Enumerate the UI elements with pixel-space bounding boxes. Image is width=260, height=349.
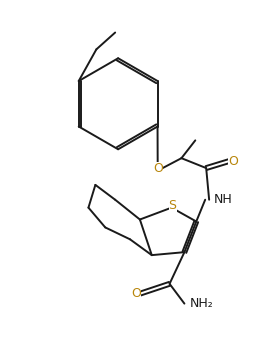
Text: O: O: [131, 287, 141, 300]
Text: NH: NH: [214, 193, 233, 206]
Text: NH₂: NH₂: [189, 297, 213, 310]
Text: O: O: [153, 162, 163, 174]
Text: S: S: [168, 199, 177, 212]
Text: O: O: [228, 155, 238, 168]
